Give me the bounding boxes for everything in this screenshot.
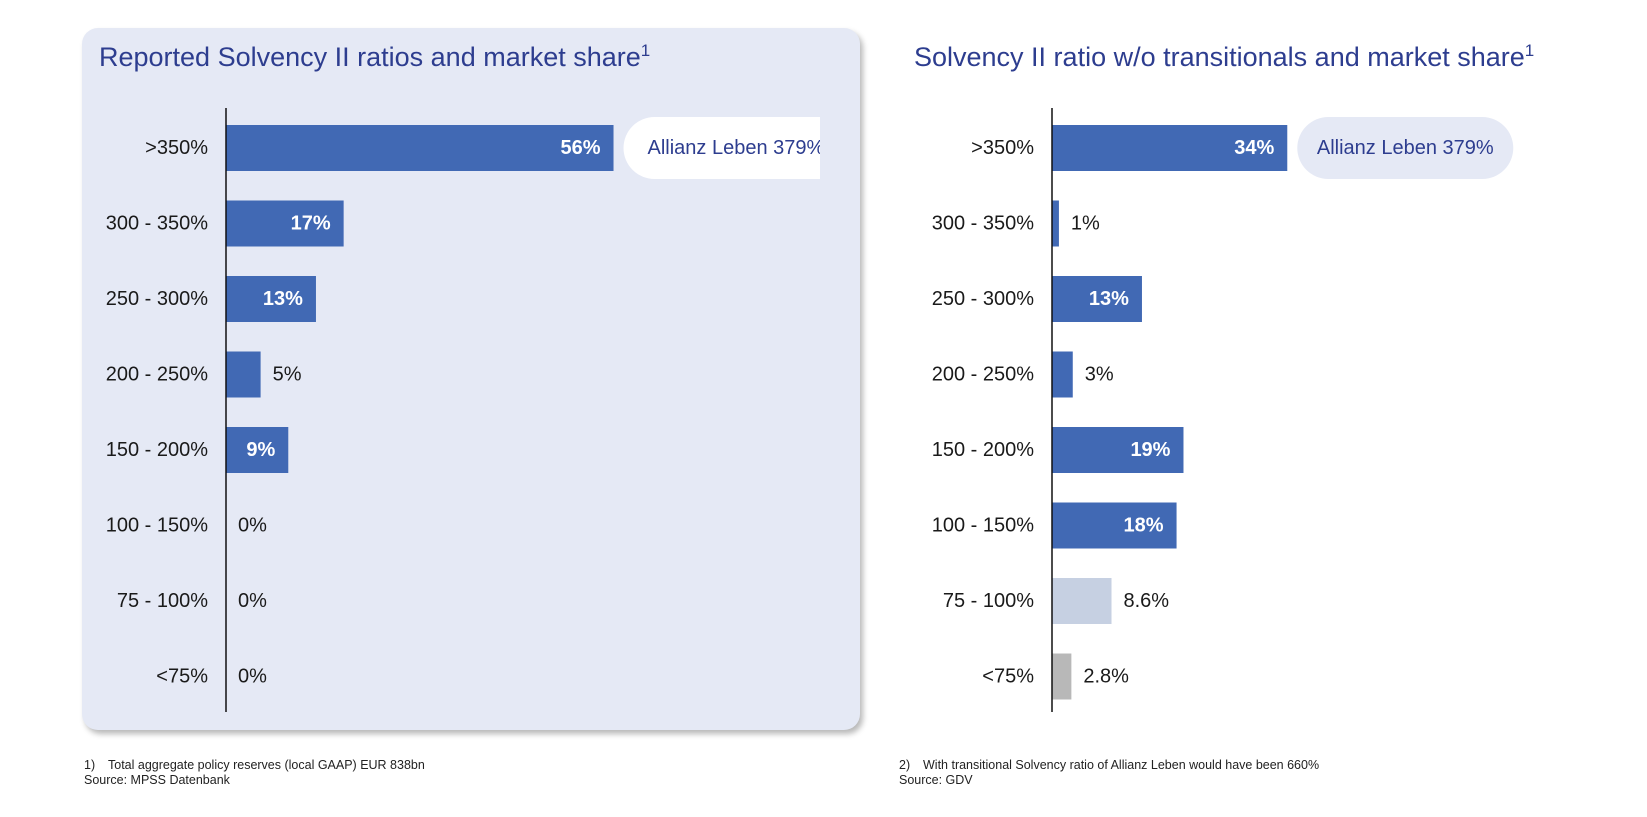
category-label: <75% xyxy=(982,666,1034,688)
data-label: 18% xyxy=(1124,515,1164,537)
category-label: 300 - 350% xyxy=(932,213,1035,235)
annotation-pill xyxy=(1297,117,1514,179)
data-label: 19% xyxy=(1130,439,1170,461)
data-label: 2.8% xyxy=(1083,666,1129,688)
category-label: 200 - 250% xyxy=(932,364,1035,386)
annotation-pill xyxy=(623,117,820,179)
right-footnote: 2) With transitional Solvency ratio of Al… xyxy=(899,758,1319,788)
bar xyxy=(1052,200,1059,247)
footnote-text: With transitional Solvency ratio of Alli… xyxy=(923,758,1320,772)
footnote-number: 1) xyxy=(84,758,96,772)
left-bar-chart: >350% 56% Allianz Leben 379%2 300 - 350% 17%… xyxy=(106,108,820,712)
bar xyxy=(1052,578,1112,624)
category-label: 150 - 200% xyxy=(932,439,1035,461)
left-chart-title: Reported Solvency II ratios and market s… xyxy=(99,41,651,72)
category-label: <75% xyxy=(156,666,208,688)
bar xyxy=(226,276,316,322)
footnote-text: Total aggregate policy reserves (local G… xyxy=(108,758,425,772)
category-label: 250 - 300% xyxy=(106,288,209,310)
footnote-source: Source: MPSS Datenbank xyxy=(84,773,230,787)
category-label: 75 - 100% xyxy=(943,590,1034,612)
data-label: 5% xyxy=(273,364,302,386)
footnote-source: Source: GDV xyxy=(899,773,973,787)
category-label: 300 - 350% xyxy=(106,213,209,235)
right-chart-title: Solvency II ratio w/o transitionals and … xyxy=(914,41,1535,72)
bar xyxy=(1052,427,1184,473)
bar xyxy=(1052,276,1142,322)
category-label: 200 - 250% xyxy=(106,364,209,386)
annotation-text: Allianz Leben 379% xyxy=(1317,137,1494,159)
data-label: 3% xyxy=(1085,364,1114,386)
data-label: 13% xyxy=(1089,288,1129,310)
bar xyxy=(1052,351,1073,398)
data-label: 0% xyxy=(238,590,267,612)
data-label: 8.6% xyxy=(1124,590,1170,612)
left-footnote: 1) Total aggregate policy reserves (local… xyxy=(84,758,425,788)
bar xyxy=(226,427,289,473)
data-label: 9% xyxy=(246,439,275,461)
category-label: 250 - 300% xyxy=(932,288,1035,310)
footnote-number: 2) xyxy=(899,758,911,772)
category-label: 75 - 100% xyxy=(117,590,208,612)
bar xyxy=(226,351,261,398)
category-label: >350% xyxy=(145,137,208,159)
data-label: 0% xyxy=(238,515,267,537)
bar xyxy=(226,125,614,171)
data-label: 34% xyxy=(1234,137,1274,159)
bar xyxy=(226,200,344,247)
right-bar-chart: >350% 34% Allianz Leben 379% 300 - 350% 1% 25… xyxy=(932,108,1514,712)
data-label: 0% xyxy=(238,666,267,688)
category-label: 100 - 150% xyxy=(932,515,1035,537)
annotation-text: Allianz Leben 379%2 xyxy=(648,133,820,160)
bar xyxy=(1052,125,1288,171)
category-label: 100 - 150% xyxy=(106,515,209,537)
data-label: 13% xyxy=(263,288,303,310)
bar xyxy=(1052,502,1177,549)
category-label: 150 - 200% xyxy=(106,439,209,461)
bar xyxy=(1052,653,1072,700)
data-label: 1% xyxy=(1071,213,1100,235)
category-label: >350% xyxy=(971,137,1034,159)
data-label: 17% xyxy=(291,213,331,235)
data-label: 56% xyxy=(560,137,600,159)
